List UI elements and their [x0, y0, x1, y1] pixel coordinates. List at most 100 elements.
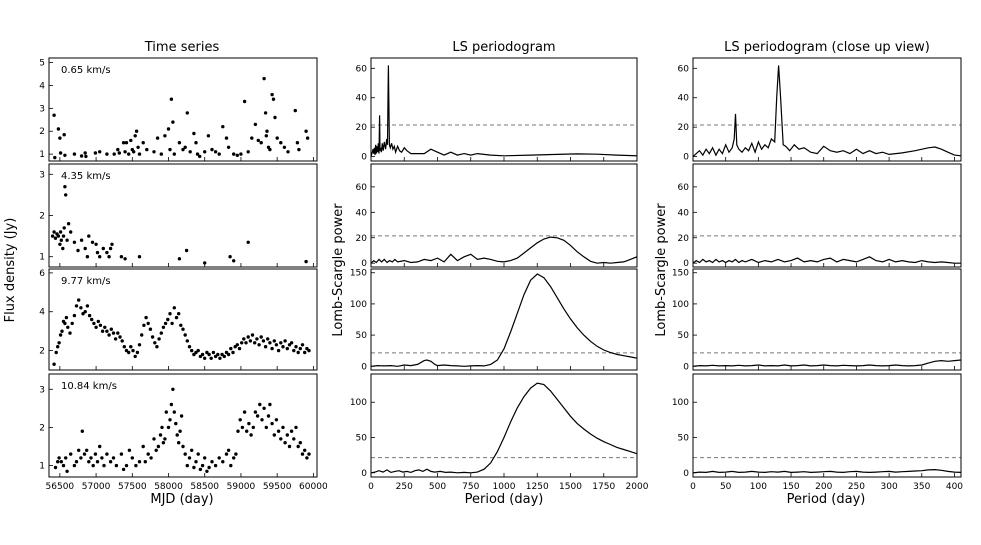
- velocity-label: 0.65 km/s: [61, 65, 111, 76]
- panel-ls-1: 0 20 40 60: [356, 163, 638, 269]
- periodogram-line: [371, 236, 637, 264]
- panel-flux-3: 1 2 3 56500 57000 57500 58000 58500 59000 59500 60…: [39, 373, 328, 492]
- flux-point: [113, 337, 118, 341]
- ytick-label: 40: [678, 94, 690, 104]
- flux-point: [62, 133, 66, 137]
- title-ls-periodogram: LS periodogram: [452, 40, 555, 55]
- flux-point: [303, 448, 307, 452]
- flux-point: [112, 152, 116, 156]
- flux-point: [234, 452, 238, 456]
- flux-point: [203, 356, 207, 360]
- flux-point: [53, 236, 58, 240]
- ytick-label: 20: [356, 123, 368, 133]
- flux-point: [239, 152, 243, 156]
- flux-point: [52, 230, 56, 234]
- flux-point: [146, 452, 150, 456]
- flux-point: [216, 352, 220, 357]
- flux-point: [172, 410, 176, 414]
- flux-point: [294, 425, 298, 430]
- periodogram-line: [371, 382, 637, 474]
- flux-point: [266, 414, 271, 418]
- flux-point: [140, 333, 144, 337]
- flux-point: [198, 354, 203, 359]
- flux-point: [304, 259, 308, 264]
- ytick-label: 150: [350, 269, 367, 279]
- flux-point: [168, 147, 172, 152]
- flux-point: [163, 321, 168, 326]
- flux-point: [155, 345, 159, 349]
- flux-point: [297, 147, 301, 152]
- flux-point: [103, 325, 107, 329]
- flux-point: [285, 346, 289, 351]
- flux-point: [296, 350, 300, 355]
- flux-point: [206, 134, 211, 138]
- panel-frame: [48, 163, 318, 268]
- plot-area: [53, 387, 311, 473]
- ytick-label: 50: [356, 331, 368, 341]
- flux-point: [105, 452, 109, 456]
- flux-point: [136, 145, 140, 149]
- panel-lsc-3: 0 50 100 0 50 100 150 200 250 300 350 400: [672, 373, 963, 492]
- flux-point: [296, 444, 300, 449]
- flux-point: [77, 448, 81, 452]
- ytick-label: 2: [39, 127, 45, 137]
- xtick-label: 58500: [190, 482, 219, 492]
- flux-point: [271, 97, 276, 101]
- flux-point: [232, 456, 236, 460]
- flux-point: [118, 335, 122, 339]
- flux-point: [169, 97, 174, 101]
- flux-point: [62, 226, 66, 230]
- flux-point: [79, 306, 83, 310]
- flux-point: [276, 348, 281, 353]
- flux-point: [108, 460, 113, 464]
- periodogram-line: [693, 359, 961, 367]
- flux-point: [283, 339, 287, 343]
- flux-point: [190, 348, 194, 353]
- flux-point: [120, 339, 124, 343]
- flux-point: [171, 387, 175, 391]
- flux-point: [90, 317, 94, 322]
- title-time-series: Time series: [144, 40, 220, 55]
- ytick-label: 20: [678, 123, 690, 133]
- flux-point: [146, 321, 150, 326]
- flux-point: [81, 312, 85, 316]
- flux-point: [63, 153, 67, 157]
- flux-point: [76, 248, 80, 253]
- flux-point: [124, 463, 129, 468]
- flux-point: [95, 250, 100, 255]
- flux-point: [235, 343, 239, 347]
- flux-point: [263, 111, 268, 115]
- ytick-label: 0: [683, 153, 689, 163]
- flux-point: [240, 425, 245, 430]
- flux-point: [292, 437, 296, 441]
- flux-point: [105, 152, 109, 156]
- flux-point: [93, 151, 98, 155]
- ylabel-power-periodogram: Lomb-Scargle power: [331, 203, 346, 337]
- flux-point: [148, 327, 153, 331]
- flux-point: [198, 154, 202, 159]
- flux-point: [242, 410, 247, 414]
- flux-point: [245, 429, 249, 433]
- flux-point: [209, 356, 213, 360]
- ytick-label: 5: [39, 59, 45, 69]
- panel-lsc-1: 0 20 40 60: [678, 163, 962, 269]
- ytick-label: 0: [683, 259, 689, 269]
- flux-point: [83, 310, 87, 314]
- flux-point: [60, 329, 64, 333]
- flux-point: [304, 129, 308, 133]
- flux-point: [259, 141, 263, 145]
- flux-point: [268, 402, 272, 407]
- flux-point: [221, 460, 225, 464]
- flux-point: [255, 337, 259, 341]
- flux-point: [98, 255, 102, 259]
- flux-point: [183, 145, 187, 149]
- flux-point: [69, 452, 73, 456]
- ytick-label: 0: [361, 259, 367, 269]
- flux-point: [109, 327, 114, 331]
- flux-point: [111, 456, 116, 460]
- flux-point: [83, 151, 87, 155]
- xtick-label: 50: [720, 482, 732, 492]
- ytick-label: 60: [678, 64, 690, 74]
